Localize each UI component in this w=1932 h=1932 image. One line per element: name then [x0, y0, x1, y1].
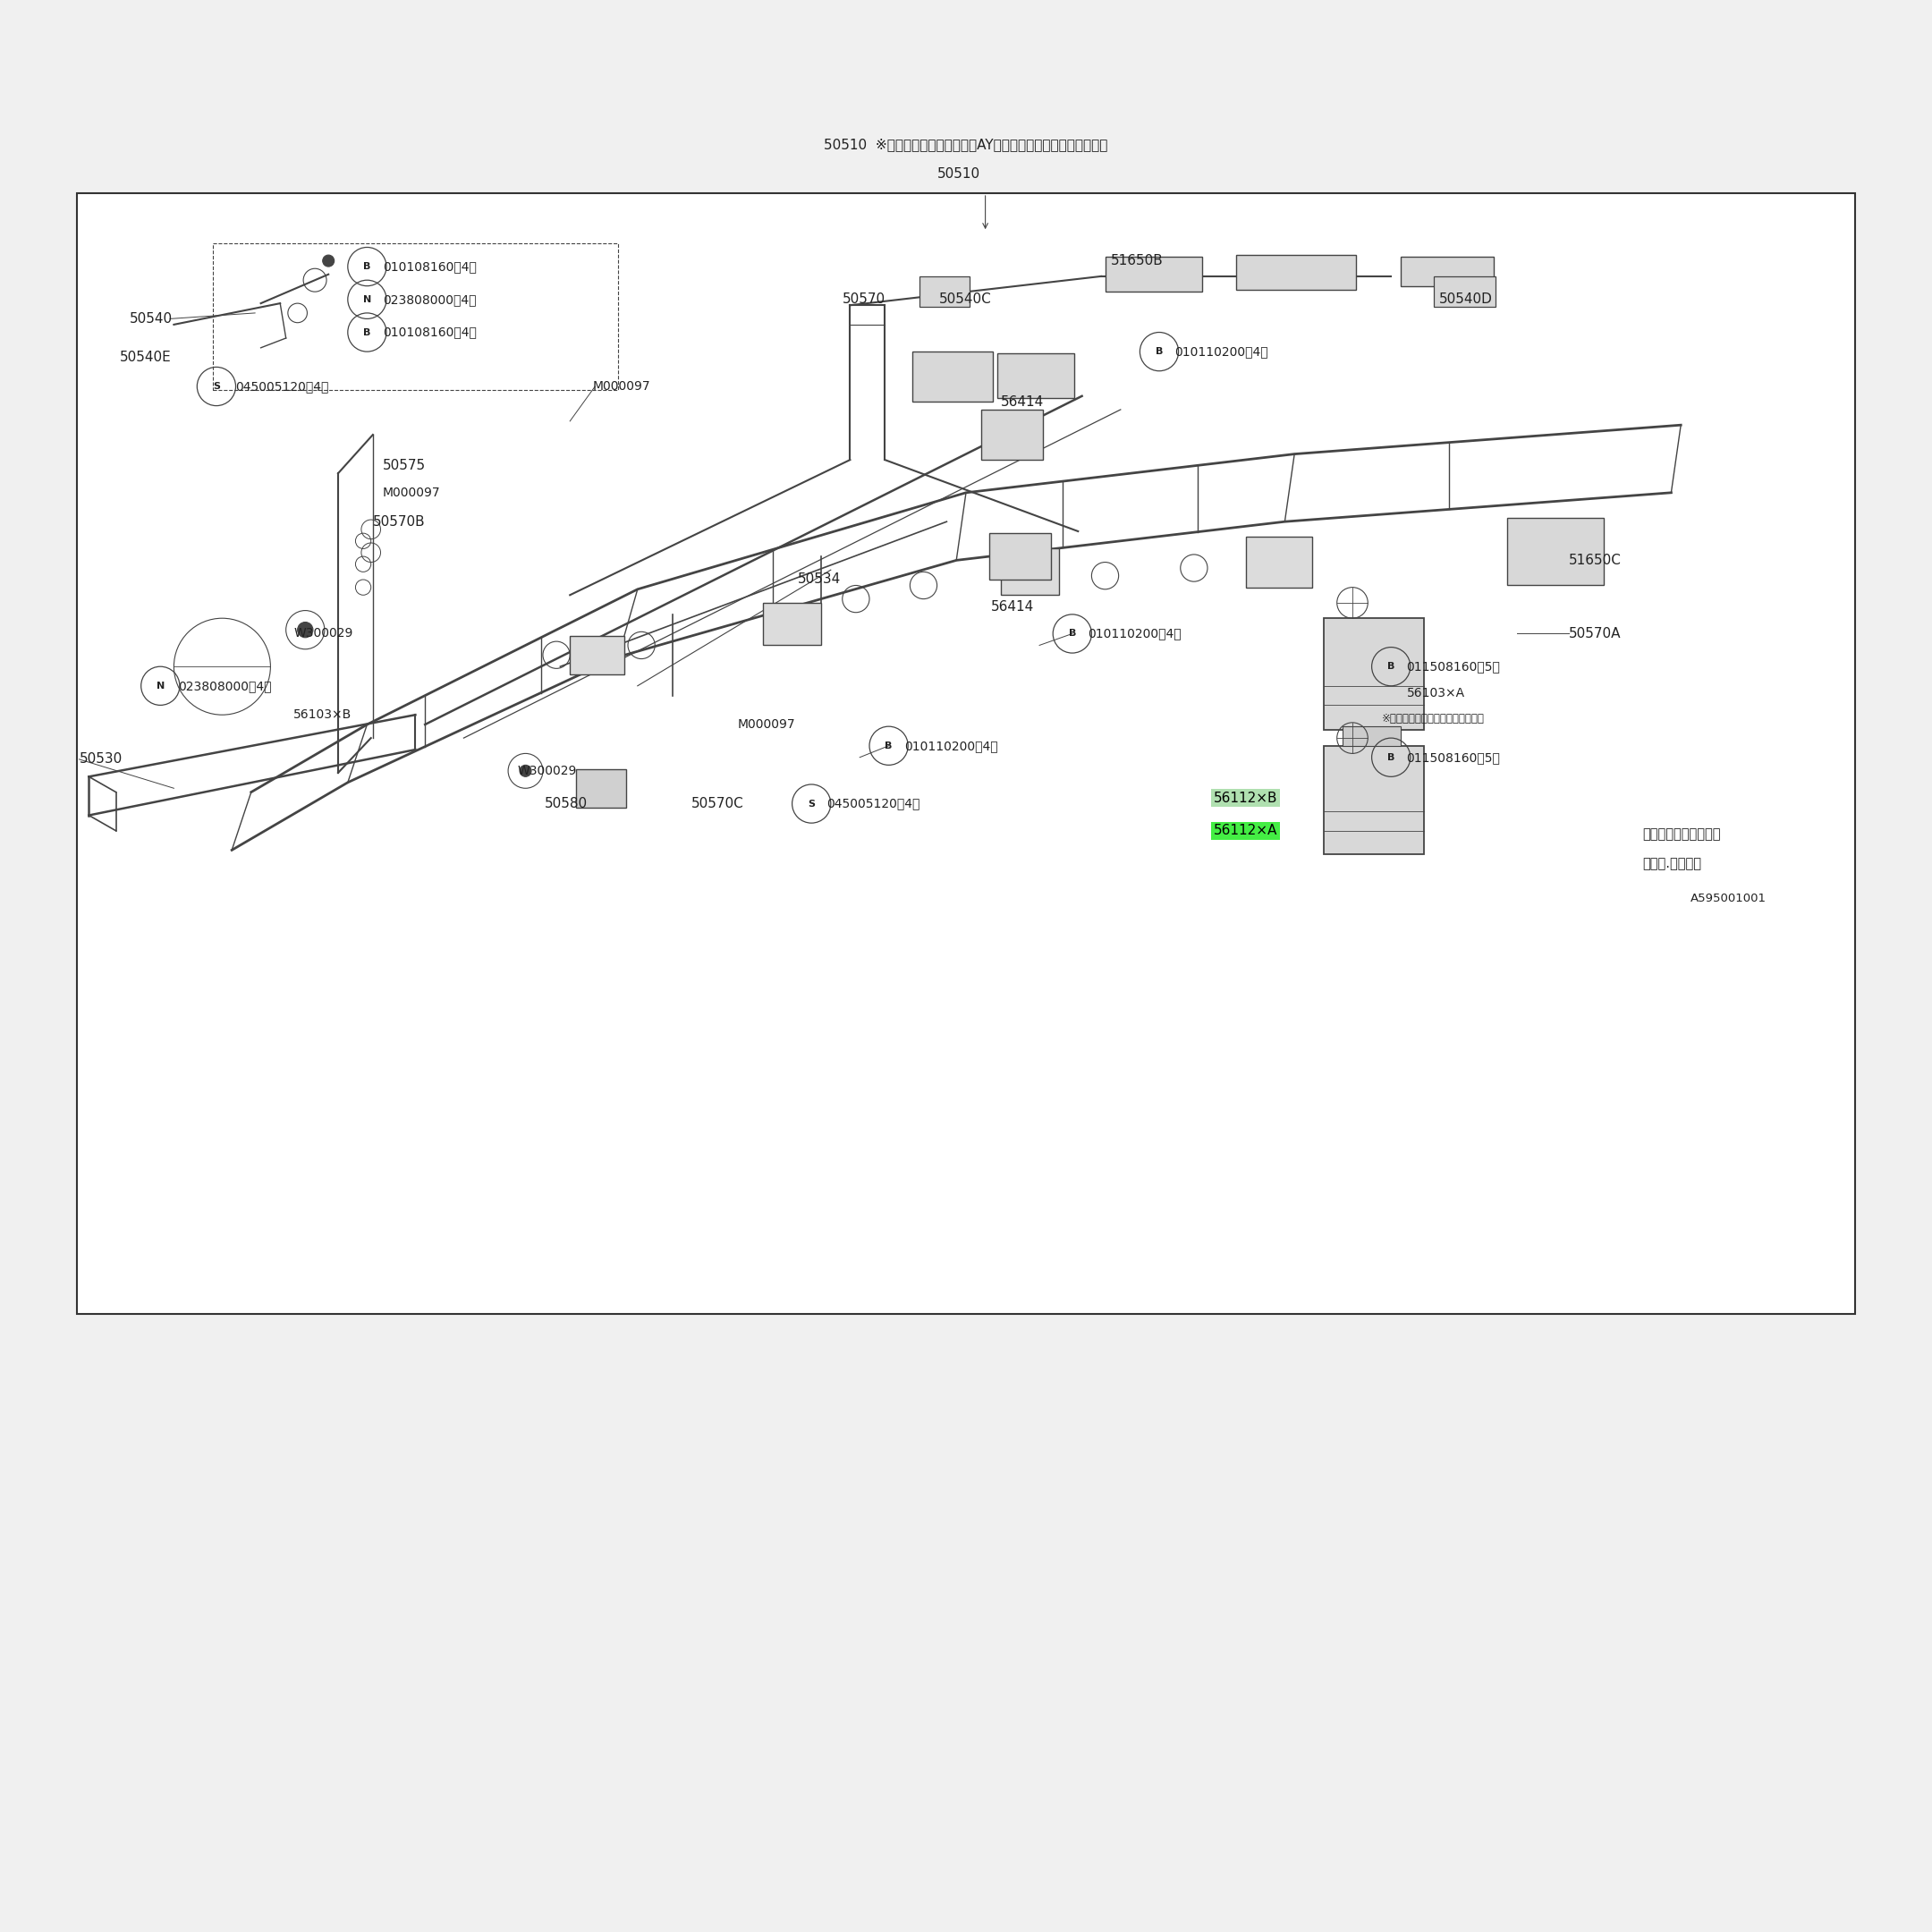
Text: 56414: 56414 — [1001, 396, 1043, 408]
Bar — [570, 636, 624, 674]
Text: 50570: 50570 — [842, 294, 885, 305]
Text: 50570A: 50570A — [1569, 628, 1621, 639]
Text: 56103×A: 56103×A — [1406, 688, 1464, 699]
Bar — [1343, 726, 1401, 746]
Text: シャシ.フレーム: シャシ.フレーム — [1642, 858, 1702, 869]
Bar — [1105, 257, 1202, 292]
Bar — [77, 193, 1855, 1314]
Bar — [989, 533, 1051, 580]
Bar — [1323, 618, 1424, 730]
Text: 56103×B: 56103×B — [294, 709, 352, 721]
Text: 50570B: 50570B — [373, 516, 425, 527]
Text: 50575: 50575 — [383, 460, 425, 471]
Text: 010110200（4）: 010110200（4） — [904, 740, 997, 752]
Text: M000097: M000097 — [593, 381, 651, 392]
Text: N: N — [156, 682, 164, 690]
Text: 56112×B: 56112×B — [1213, 792, 1277, 804]
Text: 023808000（4）: 023808000（4） — [178, 680, 270, 692]
Circle shape — [298, 622, 313, 638]
Text: 50540: 50540 — [129, 313, 172, 325]
Text: 50540E: 50540E — [120, 352, 172, 363]
Text: W300029: W300029 — [518, 765, 578, 777]
Bar — [997, 354, 1074, 398]
Text: 010108160（4）: 010108160（4） — [383, 327, 477, 338]
Text: B: B — [363, 263, 371, 270]
Text: 51650B: 51650B — [1111, 255, 1163, 267]
Text: B: B — [363, 328, 371, 336]
Bar — [1323, 746, 1424, 854]
Text: 010110200（4）: 010110200（4） — [1175, 346, 1267, 357]
Text: B: B — [885, 742, 893, 750]
Text: 50540D: 50540D — [1439, 294, 1493, 305]
Bar — [1434, 276, 1495, 307]
Text: 50534: 50534 — [798, 574, 840, 585]
Circle shape — [323, 255, 334, 267]
Bar — [981, 410, 1043, 460]
Text: トラック＆パネルバン: トラック＆パネルバン — [1642, 829, 1721, 840]
Text: B: B — [1387, 663, 1395, 670]
Bar — [1401, 257, 1493, 286]
Text: ※低床キャブ車は桶生工業扶いです: ※低床キャブ車は桶生工業扶いです — [1381, 713, 1484, 724]
Text: M000097: M000097 — [383, 487, 440, 498]
Bar — [1507, 518, 1604, 585]
Text: W300029: W300029 — [294, 628, 354, 639]
Text: 011508160（5）: 011508160（5） — [1406, 661, 1501, 672]
Text: N: N — [363, 296, 371, 303]
Text: B: B — [1387, 753, 1395, 761]
Bar — [1236, 255, 1356, 290]
Text: 50570C: 50570C — [692, 798, 744, 810]
Bar — [213, 243, 618, 390]
Text: M000097: M000097 — [738, 719, 796, 730]
Text: A595001001: A595001001 — [1690, 893, 1766, 904]
Text: B: B — [1155, 348, 1163, 355]
Text: 045005120（4）: 045005120（4） — [827, 798, 920, 810]
Text: 011508160（5）: 011508160（5） — [1406, 752, 1501, 763]
Text: 56414: 56414 — [991, 601, 1034, 612]
Bar — [576, 769, 626, 808]
Text: 010110200（4）: 010110200（4） — [1088, 628, 1180, 639]
Text: S: S — [213, 383, 220, 390]
Bar — [1246, 537, 1312, 587]
Bar — [1001, 549, 1059, 595]
Text: 50510: 50510 — [937, 168, 980, 180]
Text: 51650C: 51650C — [1569, 554, 1621, 566]
Bar — [912, 352, 993, 402]
Bar — [763, 603, 821, 645]
Text: 50580: 50580 — [545, 798, 587, 810]
Text: 045005120（4）: 045005120（4） — [236, 381, 328, 392]
Circle shape — [520, 765, 531, 777]
Text: 50540C: 50540C — [939, 294, 991, 305]
Text: 010108160（4）: 010108160（4） — [383, 261, 477, 272]
Text: 56112×A: 56112×A — [1213, 825, 1277, 837]
Text: 023808000（4）: 023808000（4） — [383, 294, 475, 305]
Text: 50510  ※生産終了のためシャシーAYのご注文はお受けできません。: 50510 ※生産終了のためシャシーAYのご注文はお受けできません。 — [825, 139, 1107, 151]
Text: 50530: 50530 — [79, 753, 122, 765]
Text: B: B — [1068, 630, 1076, 638]
Bar — [920, 276, 970, 307]
Text: S: S — [808, 800, 815, 808]
